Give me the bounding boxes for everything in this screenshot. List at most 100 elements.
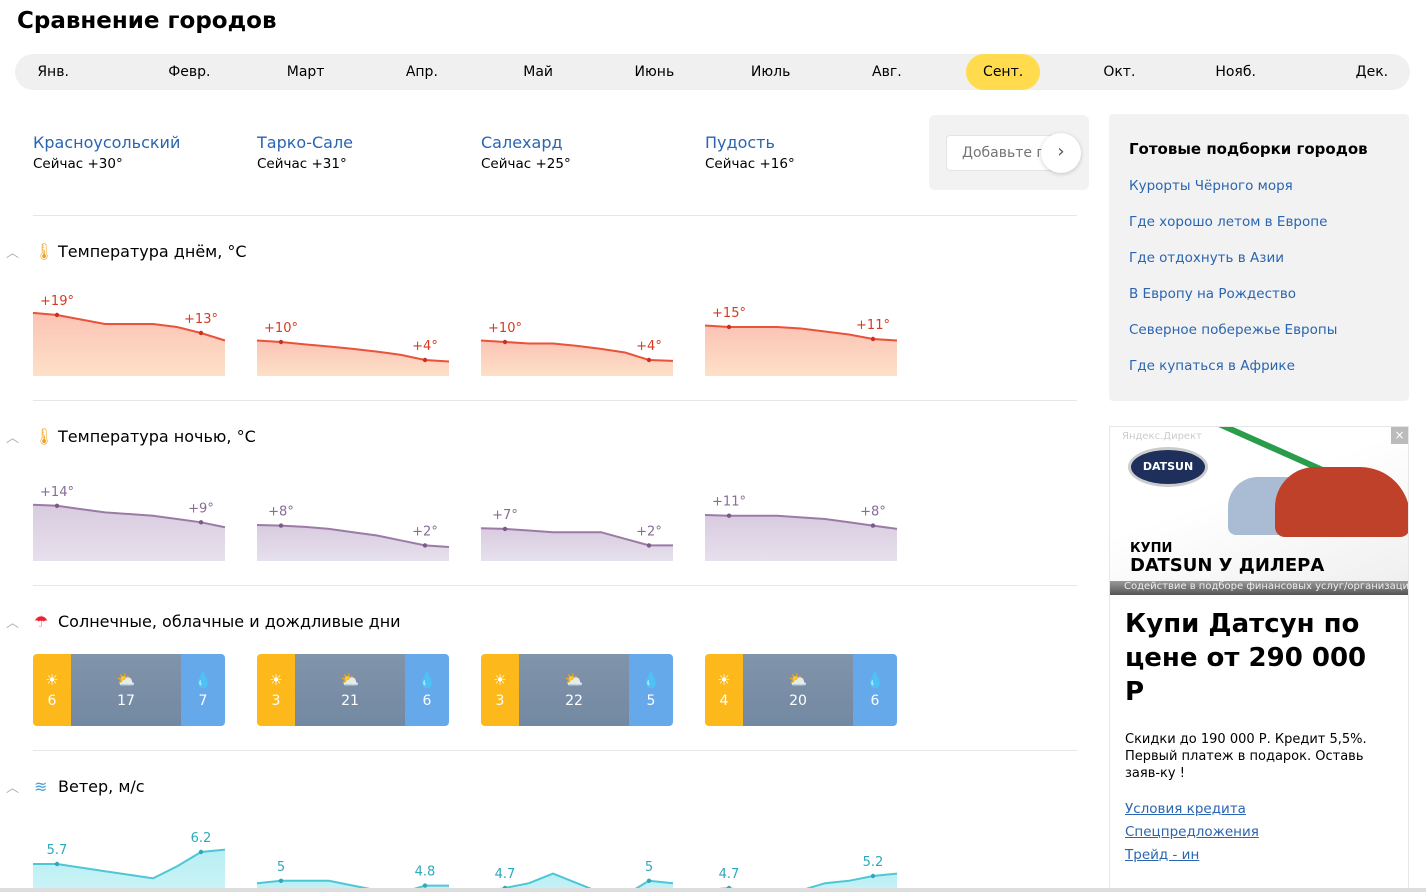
data-point: [422, 883, 428, 888]
wind-chart: 5 4.8: [256, 860, 449, 892]
section-title: Температура ночью, °C: [58, 427, 256, 446]
series-area: [705, 515, 897, 561]
city-column: Пудость Сейчас +16°: [705, 133, 795, 172]
city-link[interactable]: Красноусольский: [33, 133, 181, 152]
add-city-box: ›: [929, 115, 1089, 190]
section-night-temp[interactable]: ︿ 🌡 Температура ночью, °C: [6, 427, 256, 446]
section-wind[interactable]: ︿ ≋ Ветер, м/с: [6, 777, 145, 796]
month-tab[interactable]: Авг.: [872, 64, 902, 80]
month-tab[interactable]: Сент.: [966, 54, 1041, 90]
rainy-count: 6: [422, 693, 432, 709]
data-label: +9°: [188, 501, 214, 516]
sunny-days: ☀ 6: [33, 654, 71, 726]
city-column: Красноусольский Сейчас +30°: [33, 133, 180, 172]
bottom-scrollbar[interactable]: [0, 888, 1426, 892]
collection-link[interactable]: Курорты Чёрного моря: [1129, 178, 1293, 194]
data-point: [726, 324, 732, 330]
section-day-temp[interactable]: ︿ 🌡 Температура днём, °C: [6, 242, 247, 261]
divider: [33, 215, 1077, 216]
ad-headline[interactable]: Купи Датсун по цене от 290 000 Р: [1125, 609, 1367, 707]
month-tab[interactable]: Апр.: [405, 64, 438, 80]
rainy-days: 💧 7: [181, 654, 225, 726]
close-icon[interactable]: ×: [1391, 427, 1408, 444]
car-image: [1275, 467, 1408, 537]
data-point: [646, 543, 652, 548]
sun-icon: ☀: [493, 671, 507, 689]
month-tab[interactable]: Нояб.: [1215, 64, 1256, 80]
section-weather-days[interactable]: ︿ ☂ Солнечные, облачные и дождливые дни: [6, 612, 401, 631]
city-column: Салехард Сейчас +25°: [481, 133, 571, 172]
data-point: [422, 357, 428, 363]
series-area: [33, 849, 225, 888]
wind-icon: ≋: [34, 777, 48, 796]
city-link[interactable]: Тарко-Сале: [257, 133, 354, 152]
sunny-count: 6: [47, 693, 57, 709]
series-area: [33, 504, 225, 561]
ad-banner[interactable]: DATSUN Яндекс.Директ × КУПИ DATSUN У ДИЛ…: [1110, 427, 1408, 595]
next-arrow-button[interactable]: ›: [1041, 133, 1081, 173]
sun-icon: ☀: [717, 671, 731, 689]
data-point: [198, 330, 204, 336]
ad-block[interactable]: DATSUN Яндекс.Директ × КУПИ DATSUN У ДИЛ…: [1109, 426, 1409, 892]
current-temp: Сейчас +31°: [257, 156, 347, 172]
ad-link[interactable]: Спецпредложения: [1125, 824, 1259, 840]
series-area: [481, 528, 673, 561]
month-tab[interactable]: Дек.: [1355, 64, 1389, 80]
data-point: [278, 523, 284, 528]
chevron-up-icon[interactable]: ︿: [6, 781, 20, 796]
cloudy-count: 17: [117, 693, 135, 709]
current-temp: Сейчас +25°: [481, 156, 571, 172]
ad-link[interactable]: Условия кредита: [1125, 801, 1246, 817]
month-tab[interactable]: Март: [286, 64, 325, 80]
data-label: 5: [277, 860, 285, 875]
current-temp: Сейчас +30°: [33, 156, 123, 172]
rainy-days: 💧 6: [853, 654, 897, 726]
data-label: +19°: [40, 294, 74, 309]
month-tab[interactable]: Янв.: [37, 64, 69, 80]
wind-chart: 4.7 5.2: [704, 855, 898, 892]
series-line: [32, 311, 226, 342]
series-line: [32, 503, 226, 529]
data-label: +4°: [412, 339, 438, 354]
series-line: [256, 339, 450, 363]
data-label: 4.7: [719, 867, 740, 882]
rainy-days: 💧 5: [629, 654, 673, 726]
weather-days-tile: ☀ 6 ⛅ 17 💧 7: [33, 654, 225, 726]
month-tab[interactable]: Май: [523, 64, 553, 80]
partly-cloudy-icon: ⛅: [116, 671, 136, 689]
series-line: [480, 339, 674, 362]
collection-link[interactable]: Северное побережье Европы: [1129, 322, 1338, 338]
month-tab[interactable]: Июль: [750, 64, 791, 80]
chevron-up-icon[interactable]: ︿: [6, 616, 20, 631]
weather-days-tile: ☀ 4 ⛅ 20 💧 6: [705, 654, 897, 726]
day-chart: +15° +11°: [704, 306, 898, 376]
data-label: +4°: [636, 339, 662, 354]
chevron-up-icon[interactable]: ︿: [6, 246, 20, 261]
data-label: +10°: [488, 321, 522, 336]
banner-strip: Содействие в подборе финансовых услуг/ор…: [1110, 581, 1408, 595]
city-link[interactable]: Пудость: [705, 133, 775, 152]
series-area: [33, 312, 225, 376]
month-tab[interactable]: Июнь: [634, 64, 675, 80]
chevron-up-icon[interactable]: ︿: [6, 431, 20, 446]
series-area: [257, 340, 449, 376]
ad-text: Скидки до 190 000 Р. Кредит 5,5%. Первый…: [1125, 732, 1367, 781]
sunny-days: ☀ 3: [481, 654, 519, 726]
month-tab[interactable]: Окт.: [1103, 64, 1136, 80]
collection-link[interactable]: Где купаться в Африке: [1129, 358, 1295, 374]
day-chart: +19° +13°: [32, 294, 226, 376]
collection-link[interactable]: В Европу на Рождество: [1129, 286, 1297, 302]
series-area: [481, 873, 673, 892]
collection-link[interactable]: Где отдохнуть в Азии: [1129, 250, 1285, 266]
chevron-right-icon: ›: [1057, 141, 1065, 162]
month-tab[interactable]: Февр.: [168, 64, 211, 80]
data-point: [726, 513, 732, 518]
thermometer-moon-icon: 🌡: [34, 427, 55, 446]
weather-days-tile: ☀ 3 ⛅ 22 💧 5: [481, 654, 673, 726]
collection-link[interactable]: Где хорошо летом в Европе: [1129, 214, 1328, 230]
city-link[interactable]: Салехард: [481, 133, 563, 152]
sunny-count: 3: [495, 693, 505, 709]
city-column: Тарко-Сале Сейчас +31°: [257, 133, 353, 172]
ad-label: Яндекс.Директ: [1122, 431, 1202, 442]
ad-link[interactable]: Трейд - ин: [1125, 847, 1200, 863]
